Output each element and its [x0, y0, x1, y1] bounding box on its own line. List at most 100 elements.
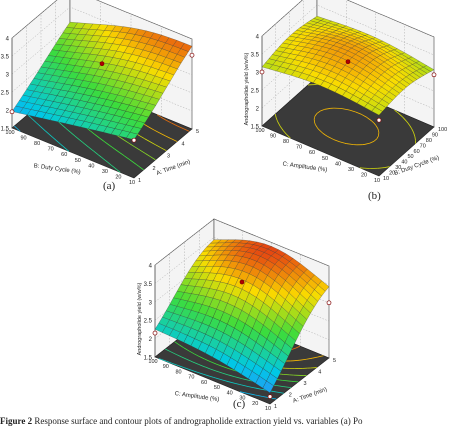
x-tick-label: 3: [304, 381, 307, 387]
contour-segment: [165, 119, 172, 124]
contour-segment: [402, 117, 407, 122]
contour-segment: [183, 347, 190, 352]
z-tick-label: 3: [149, 300, 153, 306]
z-tick-label: 3.5: [1, 55, 10, 61]
contour-segment: [295, 345, 301, 349]
contour-segment: [291, 347, 297, 350]
contour-segment: [412, 130, 415, 133]
contour-segment: [221, 365, 229, 369]
contour-segment: [409, 125, 412, 129]
contour-segment: [160, 147, 167, 152]
panel-a: 1.5 2 2.5 3 3.5 4 10 20 30 40 50 60 70 80 90 100 1 2 3 4 5 A:…: [0, 0, 237, 192]
z-tick-label: 2.5: [144, 319, 153, 325]
y-tick-label: 20: [252, 401, 258, 407]
contour-segment: [401, 116, 404, 118]
contour-segment: [241, 391, 249, 394]
y-tick-label: 70: [48, 147, 54, 153]
contour-segment: [143, 123, 150, 128]
contour-segment: [166, 361, 173, 364]
contour-segment: [375, 124, 379, 129]
contour-segment: [317, 355, 324, 358]
contour-segment: [154, 129, 161, 134]
design-points: [259, 59, 437, 123]
z-tick-label: 3: [6, 73, 10, 79]
contour-segment: [257, 388, 263, 390]
contour-segment: [283, 386, 290, 388]
contour-segment: [366, 117, 372, 122]
contour-segment: [190, 369, 198, 373]
contour-segment: [228, 374, 235, 378]
contour-segment: [369, 140, 375, 144]
y-tick-label: 40: [88, 163, 94, 169]
y-tick-label: 100: [148, 359, 157, 365]
contour-segment: [277, 121, 281, 126]
contour-segment: [313, 119, 316, 124]
panel-label-c: (c): [233, 398, 246, 410]
contour-segment: [234, 383, 240, 385]
surface-plot-a: 1.5 2 2.5 3 3.5 4 10 20 30 40 50 60 70 80 90 100 1 2 3 4 5 A:…: [1, 0, 199, 186]
y-tick-label: 10: [129, 180, 135, 186]
y-tick-label: 20: [361, 172, 367, 178]
surface-cell: [262, 380, 274, 393]
tick-labels: 1.5 2 2.5 3 3.5 4 10 20 30 40 50 60 70 80 90 100 1 2 3 4 5: [144, 264, 336, 413]
z-grid-line: [261, 4, 435, 56]
contour-segment: [274, 114, 277, 118]
design-point: [152, 330, 158, 336]
contour-segment: [275, 117, 278, 121]
design-point: [9, 109, 15, 115]
contour-segment: [248, 386, 256, 389]
contour-segment: [188, 350, 195, 355]
contour-segment: [133, 162, 137, 165]
contour-segment: [373, 138, 378, 142]
contour-segment: [221, 379, 229, 383]
surface-cell: [126, 132, 138, 140]
y-axis-label: C: Amplitude (%): [174, 391, 219, 403]
contour-segment: [322, 133, 326, 136]
contour-segment: [192, 361, 199, 365]
contour-floor: [261, 76, 435, 177]
contour-segment: [111, 165, 118, 170]
contour-segment: [124, 139, 130, 144]
contour-segment: [165, 348, 171, 353]
surface-plot-b: 1.522.533.541020304050607080901001020304…: [244, 0, 447, 184]
contour-segment: [102, 158, 108, 163]
contour-segment: [94, 134, 100, 139]
contour-segment: [342, 108, 350, 111]
y-tick-label: 80: [283, 139, 289, 145]
z-tick-label: 1.5: [1, 127, 10, 133]
contour-segment: [291, 380, 299, 383]
contour-segment: [248, 393, 256, 396]
contour-segment: [377, 128, 379, 131]
contour-segment: [65, 128, 71, 133]
contour-segment: [257, 395, 263, 397]
contour-segment: [361, 114, 368, 118]
contour-segment: [44, 130, 50, 135]
contour-segment: [203, 366, 207, 368]
panel-b: 1.5 2 2.5 3 3.5 4 10 20 30 40 50 60 70 80 90 100 10 20 30 4…: [240, 0, 474, 192]
y-tick-label: 90: [270, 134, 276, 140]
y-axis-label: B: Duty Cycle (%): [33, 163, 81, 176]
contour-segment: [178, 365, 185, 369]
y-axis-label: C: Amplitude (%): [282, 161, 327, 173]
z-tick-label: 2: [6, 109, 10, 115]
contour-segment: [149, 141, 156, 146]
x-tick-label: 40: [401, 160, 407, 166]
design-points: [152, 279, 332, 399]
y-tick-label: 60: [201, 380, 207, 386]
y-tick-label: 30: [102, 169, 108, 175]
y-tick-label: 100: [5, 130, 14, 136]
contour-segment: [104, 141, 110, 146]
design-point: [131, 137, 137, 143]
contour-segment: [145, 153, 151, 157]
contour-segment: [110, 164, 113, 167]
z-tick-label: 3.5: [251, 53, 260, 59]
contour-segment: [299, 358, 307, 361]
z-tick-label: 1.5: [144, 356, 153, 362]
contour-segment: [317, 127, 320, 130]
contour-segment: [148, 126, 155, 131]
z-grid-line: [11, 6, 193, 58]
contour-segment: [205, 366, 211, 370]
contour-segment: [327, 136, 334, 140]
contour-segment: [318, 129, 324, 134]
contour-segment: [62, 145, 68, 151]
